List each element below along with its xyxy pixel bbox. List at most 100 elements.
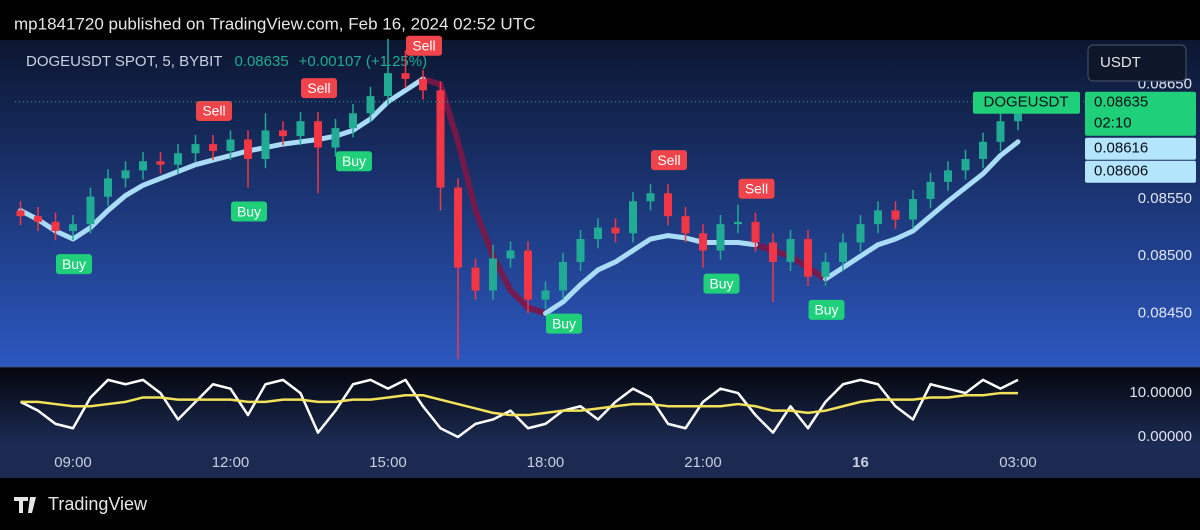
candle-body <box>769 242 777 262</box>
signal-label: Sell <box>745 180 768 196</box>
candle-body <box>349 113 357 129</box>
signal-badge <box>231 201 267 222</box>
symbol: DOGEUSDT SPOT, 5, BYBIT <box>26 53 222 70</box>
candle-body <box>874 210 882 225</box>
signal-label: Buy <box>342 153 366 169</box>
trail-up <box>823 139 1021 282</box>
signal-badge <box>738 178 775 199</box>
signal-label: Buy <box>62 256 86 272</box>
signal-badge <box>546 313 582 334</box>
candle-body <box>664 193 672 217</box>
x-tick-label: 18:00 <box>527 454 565 471</box>
oscillator-line <box>20 391 1018 417</box>
candle-body <box>244 139 252 159</box>
last-price: 0.08635 <box>234 53 288 70</box>
candle-body <box>576 239 585 262</box>
candle-body <box>104 178 112 197</box>
signal-label: Buy <box>814 302 838 318</box>
candle-body <box>716 224 725 251</box>
candle-body <box>34 216 42 222</box>
price-tag: 0.08616 <box>1094 140 1148 157</box>
time-axis <box>0 448 1200 478</box>
plot: 0.084500.085000.085500.086500.0000010.00… <box>15 35 1196 471</box>
candle-body <box>419 78 427 91</box>
candle-body <box>489 258 497 291</box>
candle-body <box>69 224 77 232</box>
currency-button[interactable] <box>1087 44 1187 82</box>
x-tick-label: 03:00 <box>999 454 1037 471</box>
signal-label: Sell <box>202 103 225 119</box>
signal-badge <box>703 273 740 294</box>
candle-body <box>804 239 812 277</box>
candle-body <box>734 221 742 225</box>
signal-label: Sell <box>307 80 330 96</box>
signal-badge <box>651 150 687 171</box>
signal-badge <box>56 254 92 275</box>
candle-body <box>174 153 182 165</box>
candle-body <box>699 233 707 251</box>
candle-body <box>454 187 462 268</box>
candle-body <box>611 227 620 234</box>
candle-body <box>366 96 375 114</box>
x-tick-label: 09:00 <box>54 454 92 471</box>
candle-body <box>156 161 165 165</box>
x-tick-label: 21:00 <box>684 454 722 471</box>
y-tick-label: 0.08450 <box>1138 304 1192 321</box>
price-panel <box>0 40 1200 367</box>
price-tag-bg <box>1085 160 1196 183</box>
candle-body <box>16 210 25 217</box>
candle-body <box>86 196 95 225</box>
candle-body <box>856 224 865 243</box>
y-tick-label: 10.00000 <box>1129 384 1192 401</box>
candle-body <box>891 210 900 220</box>
candle-body <box>331 128 340 148</box>
price-tag: 0.08635 <box>1094 94 1148 111</box>
signal-badge <box>301 78 337 99</box>
candle-body <box>401 73 410 79</box>
candle-body <box>541 290 550 300</box>
candle-body <box>296 121 305 137</box>
candle-body <box>121 170 130 179</box>
candle-body <box>559 261 567 291</box>
currency-label[interactable]: USDT <box>1100 54 1141 71</box>
signal-badge <box>406 35 442 56</box>
candle-body <box>646 193 655 202</box>
candle-body <box>209 144 217 151</box>
brand-logo <box>14 497 36 513</box>
signal-label: Buy <box>237 203 261 219</box>
candle-body <box>944 170 952 182</box>
signal-label: Buy <box>552 315 576 331</box>
x-tick-label: 15:00 <box>369 454 407 471</box>
price-change: +0.00107 (+1.25%) <box>299 53 427 70</box>
candle-body <box>226 139 235 151</box>
candle-body <box>471 267 480 291</box>
symbol-tag: DOGEUSDT <box>983 94 1068 111</box>
candle-body <box>629 201 637 234</box>
oscillator-line <box>19 378 1019 439</box>
symbol-tag-bg <box>973 91 1080 114</box>
candle-body <box>191 144 200 154</box>
candle-body <box>436 90 445 188</box>
footer-brand: TradingView <box>48 494 148 514</box>
y-tick-label: 0.00000 <box>1138 428 1192 445</box>
y-tick-label: 0.08550 <box>1138 190 1192 207</box>
signal-badge <box>336 151 372 172</box>
candle-body <box>681 216 690 234</box>
candle-body <box>139 161 147 171</box>
candle-body <box>384 73 392 97</box>
trail-up <box>18 76 426 242</box>
candle-body <box>821 261 830 277</box>
candle-body <box>909 198 917 220</box>
signal-label: Sell <box>412 37 435 53</box>
candle-body <box>786 239 795 262</box>
candle-body <box>996 121 1005 142</box>
candle-body <box>594 227 602 240</box>
candle-body <box>314 121 322 148</box>
candle-body <box>926 181 935 199</box>
candle-body <box>506 250 515 259</box>
header: mp1841720 published on TradingView.com, … <box>14 14 535 33</box>
signal-badge <box>196 100 232 121</box>
countdown: 02:10 <box>1094 115 1132 132</box>
